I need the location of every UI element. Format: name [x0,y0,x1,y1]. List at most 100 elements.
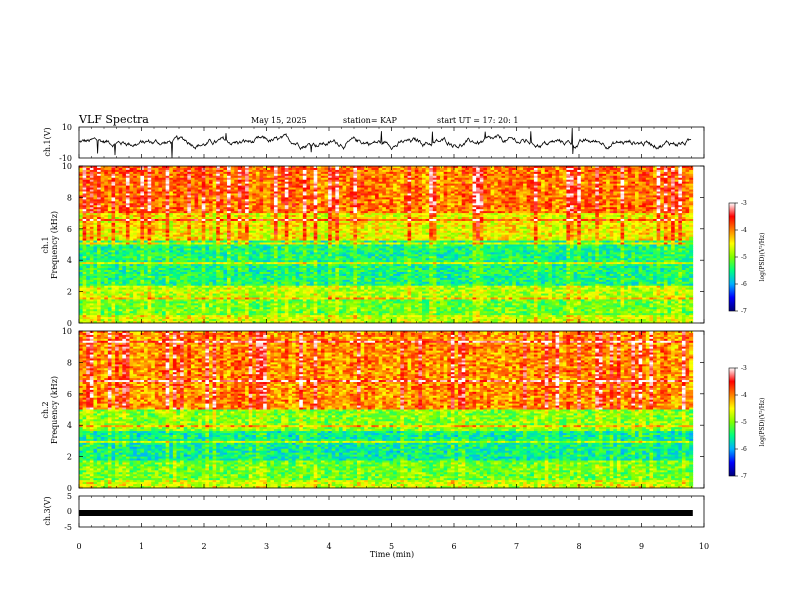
ch1-spectrogram-cell [609,199,614,202]
ch1-spectrogram-cell [190,189,195,192]
ch1-spectrogram-cell [364,191,369,194]
ch1-spectrogram-cell [385,167,390,171]
ch1-spectrogram-cell [367,175,372,179]
ch1-spectrogram-cell [100,189,105,192]
ch1-spectrogram-cell [598,177,603,181]
ch1-spectrogram-cell [310,197,315,200]
ch1-spectrogram-cell [674,183,679,187]
ch1-spectrogram-cell [208,193,213,196]
ch1-spectrogram-cell [154,195,159,198]
ch1-spectrogram-cell [627,183,632,187]
ch1-spectrogram-cell [223,185,228,188]
ch1-spectrogram-cell [533,183,538,187]
ch1-spectrogram-cell [367,166,372,169]
ch1-spectrogram-cell [360,173,365,177]
ch1-spectrogram-cell [151,171,156,175]
ch1-spectrogram-cell [689,193,694,196]
ch1-spectrogram-cell [411,193,416,196]
ch1-spectrogram-cell [129,177,134,181]
ch1-spectrogram-cell [356,166,361,169]
ch1-spectrogram-cell [100,191,105,194]
ch1-spectrogram-cell [537,175,542,179]
ch1-spectrogram-cell [93,181,98,185]
ch1-spectrogram-cell [375,193,380,196]
ch1-spectrogram-cell [443,191,448,194]
ch1-spectrogram-cell [526,193,531,196]
ch1-spectrogram-cell [143,173,148,177]
ch1-spectrogram-cell [483,179,488,183]
ch1-spectrogram-cell [194,189,199,192]
ch1-spectrogram-cell [530,185,535,188]
ch1-spectrogram-cell [674,197,679,200]
ch1-spectrogram-cell [595,191,600,194]
ch1-spectrogram-cell [685,191,690,194]
ch1-spectrogram-cell [198,179,203,183]
ch1-spectrogram-cell [544,169,549,173]
ch1-spectrogram-cell [494,167,499,171]
ch1-spectrogram-cell [584,169,589,173]
ch1-spectrogram-cell [223,195,228,198]
ch1-spectrogram-cell [147,173,152,177]
ch1-spectrogram-cell [227,201,232,204]
ch1-spectrogram-cell [82,195,87,198]
ch1-spectrogram-cell [580,197,585,200]
ch1-spectrogram-cell [313,197,318,200]
ch1-spectrogram-cell [172,166,177,169]
ch1-spectrogram-cell [328,185,333,188]
ch1-spectrogram-cell [183,197,188,200]
ch1-spectrogram-cell [111,187,116,190]
ch1-spectrogram-cell [79,173,84,177]
ch1-spectrogram-cell [541,171,546,175]
ch1-spectrogram-cell [562,197,567,200]
ch1-spectrogram-cell [458,179,463,183]
ch1-spectrogram-cell [458,177,463,181]
ch1-spectrogram-cell [133,195,138,198]
ch1-spectrogram-cell [82,166,87,169]
ch1-spectrogram-cell [414,201,419,204]
ch1-spectrogram-cell [526,177,531,181]
ch1-spectrogram-cell [79,189,84,192]
ch1-spectrogram-cell [234,201,239,204]
ch1-spectrogram-cell [230,179,235,183]
ch1-spectrogram-cell [606,195,611,198]
ch1-spectrogram-cell [147,203,152,206]
ch1-spectrogram-cell [389,189,394,192]
ch1-spectrogram-cell [122,169,127,173]
ch1-spectrogram-cell [472,191,477,194]
ch1-spectrogram-cell [324,181,329,185]
ch1-spectrogram-cell [93,185,98,188]
ch1-spectrogram-cell [342,201,347,204]
ch1-spectrogram-cell [584,181,589,185]
ch1-spectrogram-cell [205,171,210,175]
ch1-spectrogram-cell [216,185,221,188]
ch1-spectrogram-cell [295,199,300,202]
ch1-spectrogram-cell [616,191,621,194]
ch1-spectrogram-cell [194,203,199,206]
ch1-spectrogram-cell [295,173,300,177]
ch1-spectrogram-cell [642,199,647,202]
ch1-spectrogram-cell [505,166,510,169]
ch1-spectrogram-cell [645,167,650,171]
ch1-spectrogram-cell [252,169,257,173]
ch1-spectrogram-cell [111,179,116,183]
ch1-spectrogram-cell [645,199,650,202]
ch1-spectrogram-cell [570,189,575,192]
ch1-spectrogram-cell [523,183,528,187]
ch1-spectrogram-cell [468,173,473,177]
ch1-spectrogram-cell [537,179,542,183]
ch1-spectrogram-cell [613,169,618,173]
ch1-spectrogram-cell [400,175,405,179]
ch1-spectrogram-cell [169,175,174,179]
ch1-spectrogram-cell [288,203,293,206]
ch1-spectrogram-cell [642,166,647,169]
ch1-spectrogram-cell [681,173,686,177]
ch1-spectrogram-cell [486,191,491,194]
ch1-spectrogram-cell [588,193,593,196]
ch1-spectrogram-cell [277,195,282,198]
station-label: station= KAP [343,116,398,125]
ch1-spectrogram-cell [689,167,694,171]
ch1-spectrogram-cell [299,201,304,204]
ch1-spectrogram-cell [685,197,690,200]
ch1-spectrogram-cell [302,185,307,188]
